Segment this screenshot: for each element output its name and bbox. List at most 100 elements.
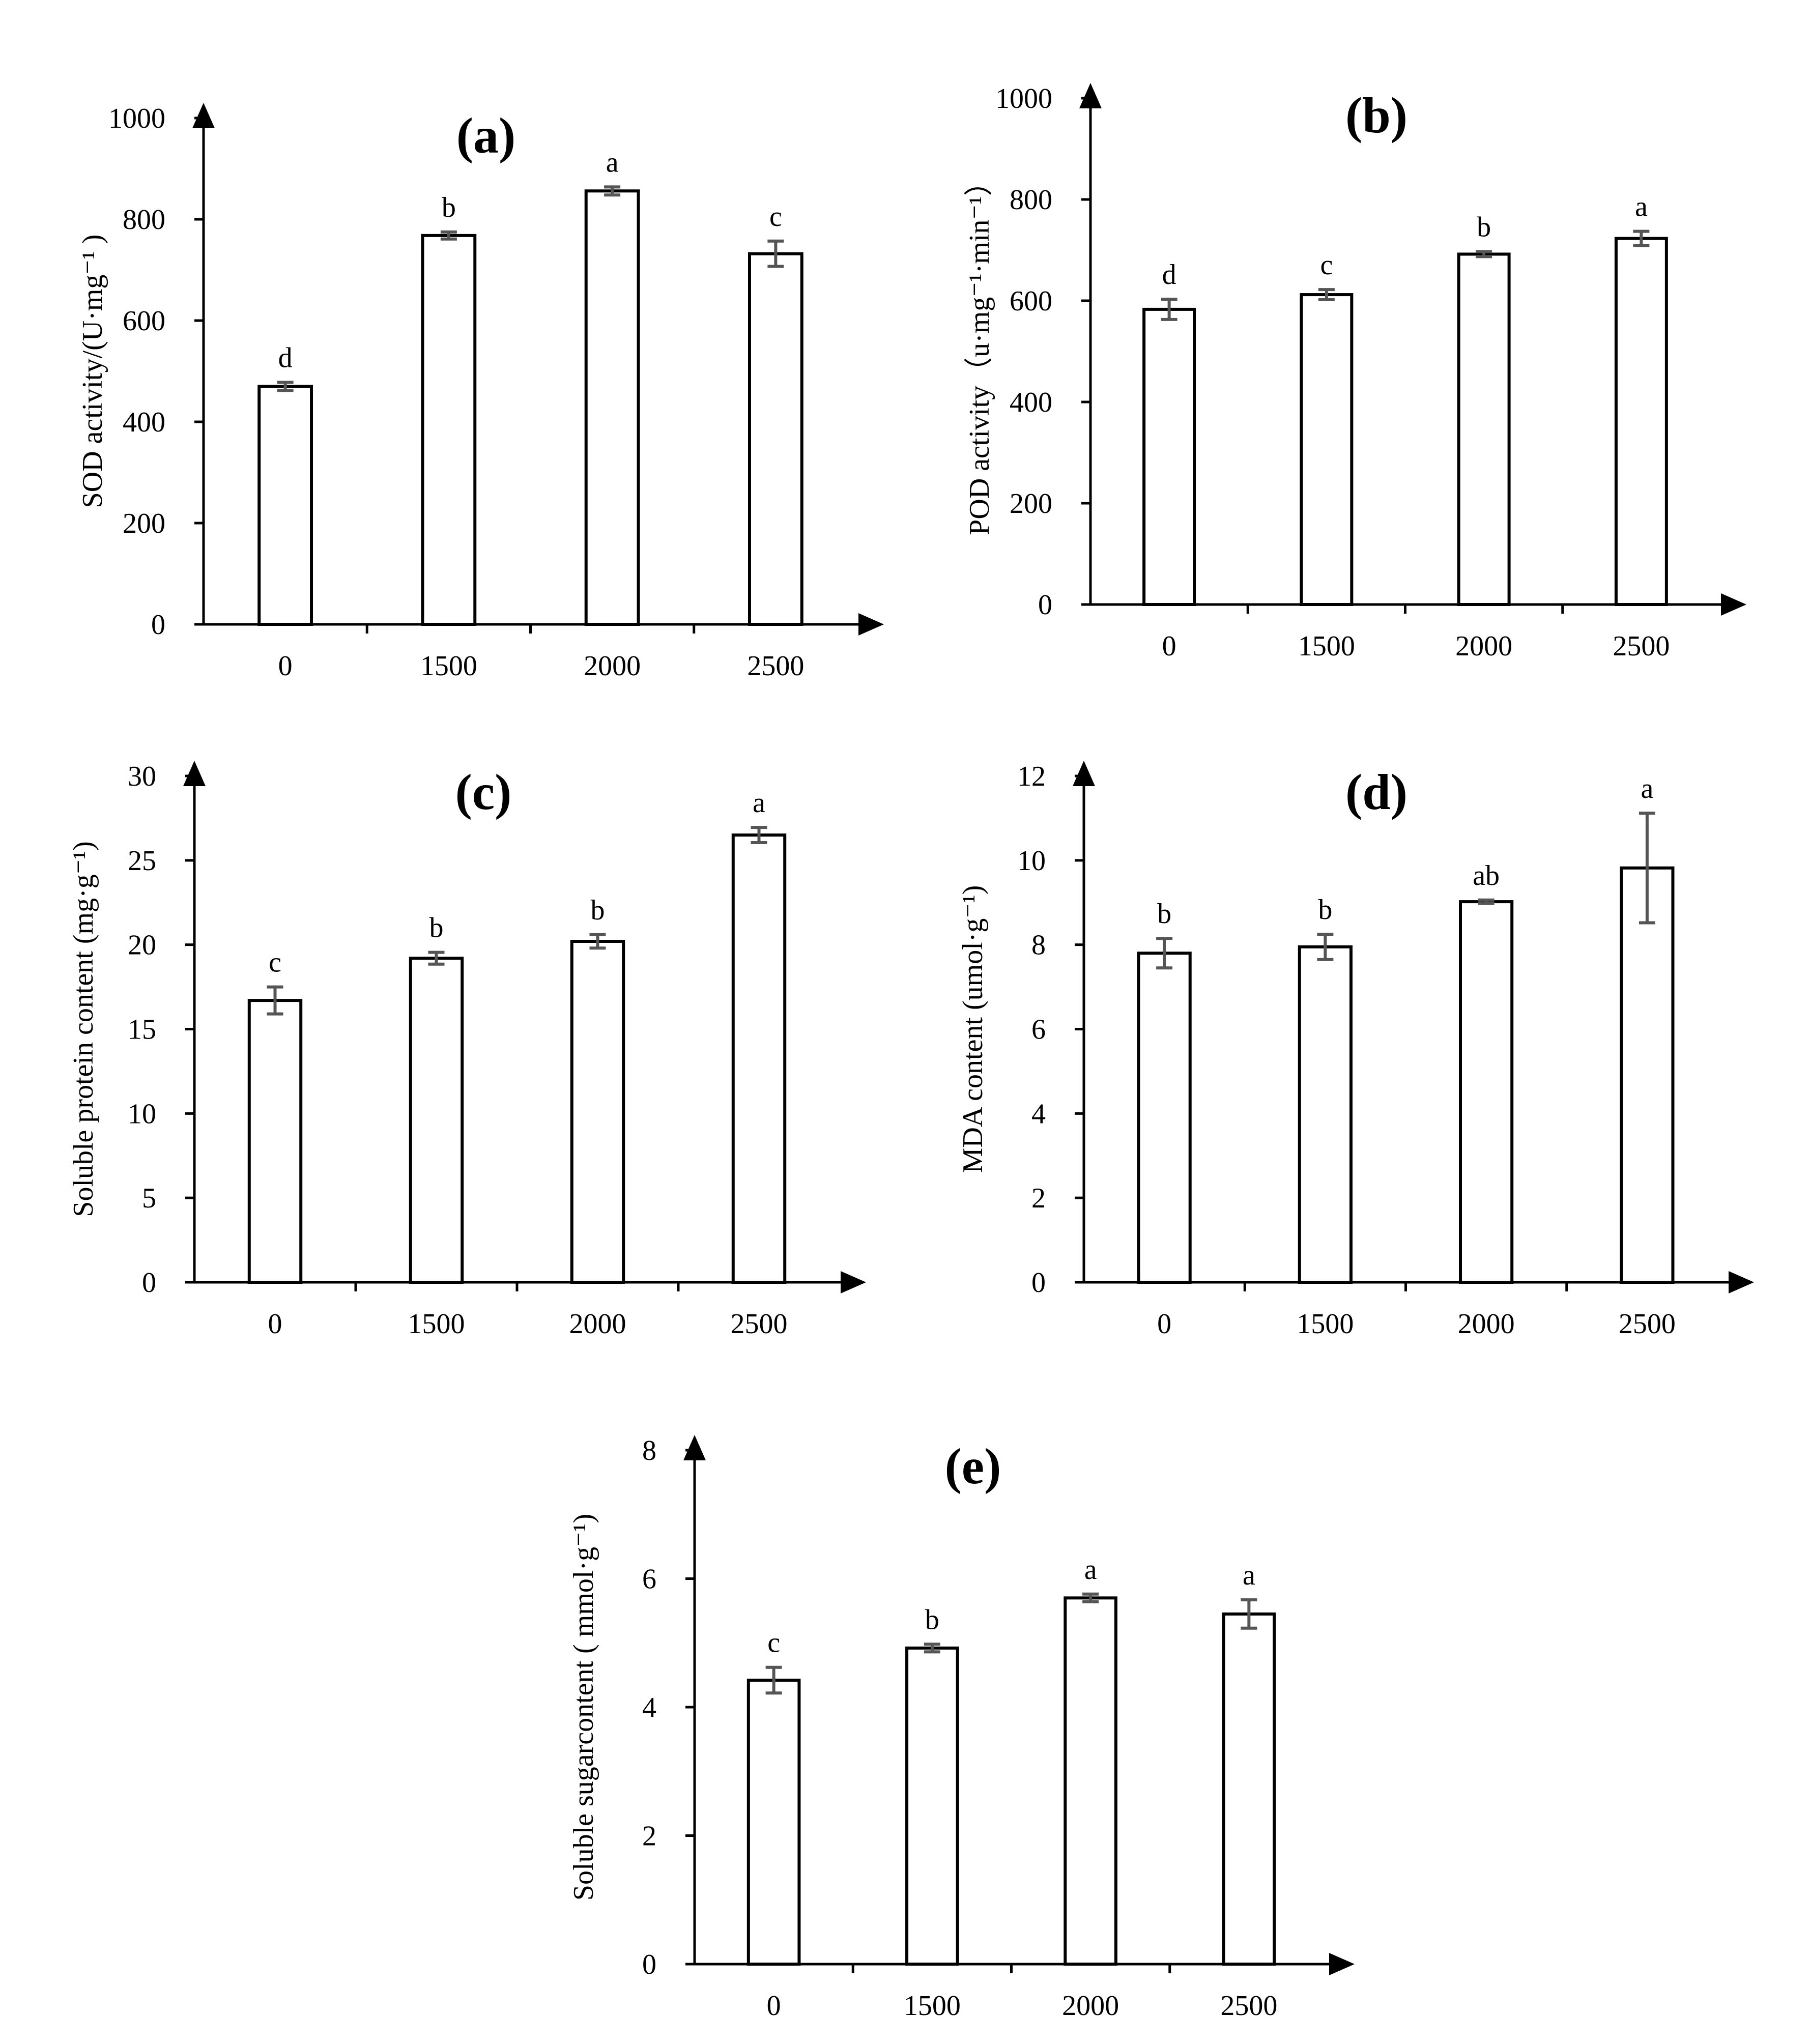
bar	[905, 1646, 959, 1966]
x-tick-label: 1500	[1297, 1308, 1354, 1340]
y-tick-label: 10	[1017, 845, 1046, 877]
y-tick-label: 4	[1031, 1098, 1046, 1130]
x-tick-label: 1500	[904, 1990, 961, 2022]
y-tick-label: 2	[1031, 1183, 1046, 1214]
bar	[748, 252, 803, 626]
significance-label: c	[269, 947, 281, 978]
y-tick-label: 8	[1031, 930, 1046, 961]
chart-title: (c)	[455, 764, 512, 820]
chart-panel: 0 5 10 15 20 25 30 c 0 b 1500 b 2000 a 2500 (c) Soluble …	[68, 761, 866, 1340]
significance-label: b	[591, 895, 605, 926]
y-tick-label: 5	[142, 1183, 156, 1214]
significance-label: a	[753, 787, 765, 819]
bar	[421, 234, 477, 626]
y-axis-title: POD activity（u·mg⁻¹·min⁻¹）	[964, 167, 995, 535]
x-axis-arrow-icon	[1329, 1953, 1355, 1975]
bar	[1222, 1612, 1276, 1966]
y-tick-label: 6	[1031, 1014, 1046, 1046]
chart-panel: 0 200 400 600 800 1000 d 0 b 1500 a 2000 c 2500 (a) SOD…	[77, 103, 884, 682]
significance-label: b	[442, 192, 456, 223]
bar	[1137, 952, 1192, 1284]
y-axis-title: SOD activity/(U·mg⁻¹ )	[77, 235, 108, 508]
x-tick-label: 0	[268, 1308, 282, 1340]
significance-label: d	[1162, 259, 1176, 291]
y-tick-label: 600	[1010, 285, 1052, 317]
x-axis-arrow-icon	[841, 1271, 866, 1293]
x-tick-label: 2500	[1613, 630, 1670, 662]
significance-label: a	[606, 147, 619, 178]
y-tick-label: 10	[128, 1098, 156, 1130]
y-axis-title: Soluble sugarcontent ( mmol·g⁻¹)	[568, 1514, 599, 1901]
bar	[257, 385, 313, 626]
y-tick-label: 2	[642, 1821, 656, 1852]
bar	[1614, 237, 1668, 606]
chart-title: (d)	[1345, 764, 1407, 820]
significance-label: b	[1157, 898, 1171, 930]
y-tick-label: 800	[1010, 184, 1052, 216]
bar	[247, 999, 303, 1284]
significance-label: c	[1320, 249, 1333, 281]
x-tick-label: 0	[1157, 1308, 1171, 1340]
y-tick-label: 1000	[995, 83, 1052, 114]
significance-label: a	[1243, 1560, 1255, 1591]
y-tick-label: 15	[128, 1014, 156, 1046]
x-tick-label: 1500	[1298, 630, 1355, 662]
y-tick-label: 600	[123, 305, 165, 337]
bar	[746, 1678, 801, 1966]
y-axis-arrow-icon	[192, 103, 215, 128]
significance-label: ab	[1473, 860, 1500, 891]
x-axis-arrow-icon	[858, 613, 884, 636]
y-tick-label: 200	[1010, 488, 1052, 520]
bar	[1459, 900, 1514, 1284]
x-tick-label: 2500	[1220, 1990, 1277, 2022]
y-tick-label: 25	[128, 845, 156, 877]
significance-label: b	[925, 1604, 939, 1635]
x-tick-label: 0	[1162, 630, 1176, 662]
x-tick-label: 2000	[584, 650, 641, 682]
y-axis-title: MDA content (umol·g⁻¹)	[957, 885, 989, 1173]
chart-panel: 0 2 4 6 8 10 12 b 0 b 1500 ab 2000 a 2500 (d) MDA conten…	[957, 761, 1754, 1340]
x-tick-label: 0	[767, 1990, 781, 2022]
x-tick-label: 1500	[420, 650, 477, 682]
y-tick-label: 400	[123, 407, 165, 438]
significance-label: a	[1635, 191, 1648, 223]
y-tick-label: 6	[642, 1564, 656, 1595]
bar	[570, 940, 625, 1284]
significance-label: b	[429, 912, 444, 944]
bar	[1064, 1596, 1117, 1966]
y-tick-label: 0	[1038, 589, 1052, 621]
y-tick-label: 20	[128, 930, 156, 961]
y-tick-label: 0	[1031, 1267, 1046, 1299]
bar	[1300, 293, 1354, 606]
bar	[584, 189, 640, 626]
significance-label: c	[767, 1627, 780, 1659]
y-tick-label: 0	[642, 1949, 656, 1980]
x-tick-label: 2000	[1458, 1308, 1515, 1340]
x-tick-label: 2000	[1455, 630, 1512, 662]
x-tick-label: 0	[278, 650, 293, 682]
y-axis-arrow-icon	[183, 761, 206, 786]
x-tick-label: 2500	[731, 1308, 788, 1340]
significance-label: d	[278, 342, 293, 373]
y-tick-label: 1000	[108, 103, 165, 134]
y-tick-label: 4	[642, 1692, 656, 1723]
chart-panel: 0 200 400 600 800 1000 d 0 c 1500 b 2000 a 2500 (b) POD…	[964, 83, 1746, 662]
y-tick-label: 12	[1017, 761, 1046, 792]
y-tick-label: 800	[123, 204, 165, 236]
y-tick-label: 0	[151, 609, 165, 641]
x-axis-arrow-icon	[1729, 1271, 1754, 1293]
x-tick-label: 2500	[747, 650, 804, 682]
x-tick-label: 2000	[569, 1308, 626, 1340]
y-tick-label: 8	[642, 1435, 656, 1466]
x-tick-label: 1500	[408, 1308, 465, 1340]
y-axis-arrow-icon	[683, 1435, 706, 1460]
x-tick-label: 2000	[1062, 1990, 1119, 2022]
significance-label: a	[1084, 1554, 1097, 1586]
significance-label: b	[1318, 894, 1332, 926]
significance-label: a	[1641, 773, 1653, 804]
y-axis-arrow-icon	[1073, 761, 1095, 786]
x-axis-arrow-icon	[1721, 593, 1746, 616]
y-axis-title: Soluble protein content (mg·g⁻¹)	[68, 841, 99, 1217]
bar	[1457, 252, 1511, 606]
